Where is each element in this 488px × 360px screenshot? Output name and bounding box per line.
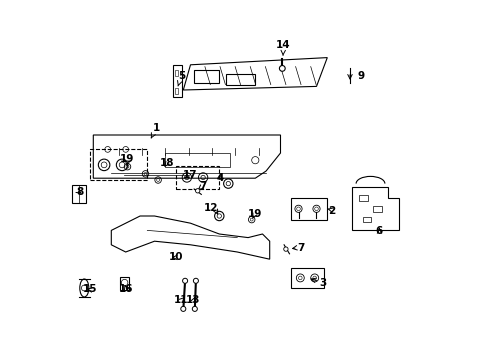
Text: 7: 7	[297, 243, 305, 253]
Bar	[194, 70, 219, 83]
Bar	[176, 166, 219, 189]
Text: 16: 16	[119, 284, 133, 294]
Circle shape	[181, 306, 185, 311]
Circle shape	[279, 66, 285, 71]
Bar	[89, 149, 147, 180]
Circle shape	[81, 285, 87, 291]
Bar	[362, 217, 370, 222]
Text: 3: 3	[319, 278, 326, 288]
Polygon shape	[93, 135, 280, 178]
Text: 15: 15	[82, 284, 97, 294]
Bar	[72, 185, 86, 203]
Text: 5: 5	[177, 71, 185, 86]
Text: 17: 17	[182, 170, 197, 180]
Text: 13: 13	[186, 295, 200, 305]
Text: 2: 2	[327, 206, 335, 216]
Text: 1: 1	[151, 123, 160, 138]
Circle shape	[193, 278, 198, 283]
Bar	[175, 70, 178, 76]
Bar	[172, 65, 181, 97]
Text: 7: 7	[199, 181, 206, 191]
Polygon shape	[183, 58, 326, 90]
Circle shape	[195, 189, 200, 193]
Bar	[165, 153, 230, 167]
Bar	[175, 88, 178, 94]
Circle shape	[283, 247, 287, 251]
Text: 11: 11	[174, 295, 188, 305]
Text: 19: 19	[247, 209, 262, 219]
Bar	[291, 198, 326, 220]
Bar	[291, 268, 323, 288]
Text: 19: 19	[120, 154, 134, 164]
Polygon shape	[352, 187, 399, 230]
Polygon shape	[111, 216, 269, 259]
Text: 8: 8	[76, 187, 83, 197]
Bar	[120, 277, 129, 290]
Text: 18: 18	[160, 158, 174, 168]
Bar	[358, 195, 367, 201]
Text: 4: 4	[216, 173, 223, 183]
Bar	[373, 206, 381, 212]
Text: 12: 12	[203, 203, 218, 213]
Circle shape	[192, 306, 197, 311]
Text: 14: 14	[276, 40, 290, 55]
Text: 6: 6	[375, 226, 382, 237]
Text: 9: 9	[357, 71, 364, 81]
Ellipse shape	[80, 279, 89, 297]
Text: 10: 10	[168, 252, 183, 262]
Bar	[226, 74, 255, 85]
Circle shape	[182, 278, 187, 283]
